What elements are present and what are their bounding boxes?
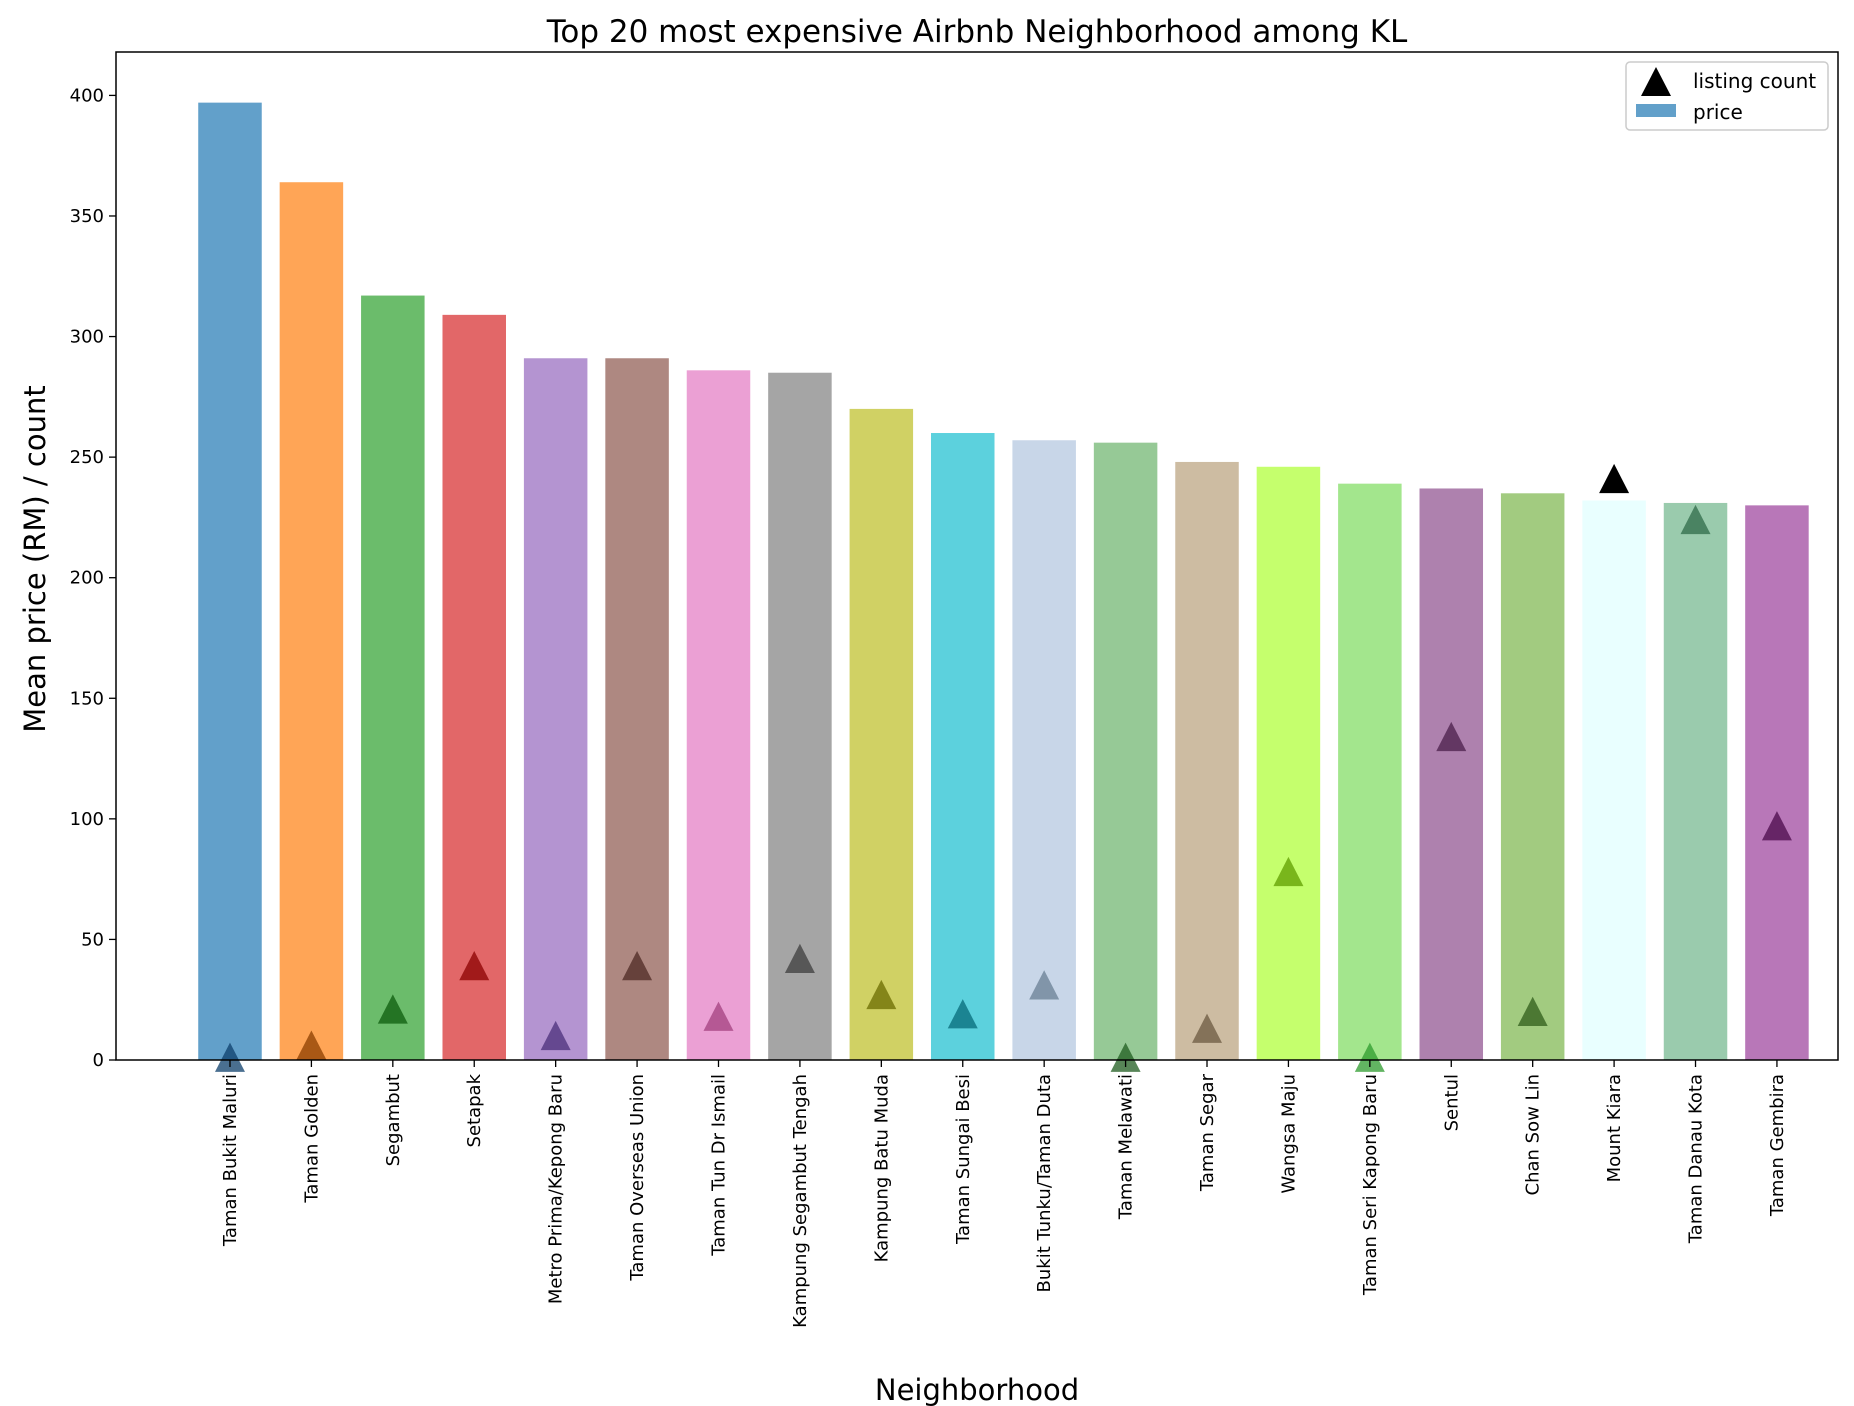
y-tick-label-100: 100 <box>70 809 104 830</box>
bar-taman-tun-dr-ismail <box>686 370 751 1060</box>
count-marker-taman-tun-dr-ismail <box>703 1001 734 1031</box>
x-tick-label-segambut: Segambut <box>383 1074 404 1166</box>
x-tick-label-chan-sow-lin: Chan Sow Lin <box>1523 1074 1544 1195</box>
count-marker-taman-segar <box>1192 1013 1223 1043</box>
x-tick-label-taman-gembira: Taman Gembira <box>1767 1074 1788 1217</box>
y-tick-label-50: 50 <box>81 929 104 950</box>
bar-kampung-batu-muda <box>849 408 914 1060</box>
x-tick-label-taman-melawati: Taman Melawati <box>1116 1074 1137 1220</box>
legend-price-label: price <box>1693 100 1743 124</box>
count-marker-kampung-segambut-tengah <box>784 943 815 973</box>
legend-price-swatch <box>1636 104 1676 117</box>
count-marker-taman-sungai-besi <box>947 999 978 1029</box>
legend-box <box>1625 61 1829 131</box>
x-tick-label-metro-prima-kepong-baru: Metro Prima/Kepong Baru <box>546 1074 567 1304</box>
count-marker-chan-sow-lin <box>1517 996 1548 1027</box>
bar-taman-danau-kota <box>1663 502 1728 1060</box>
x-tick-label-kampung-segambut-tengah: Kampung Segambut Tengah <box>790 1074 811 1328</box>
count-marker-taman-danau-kota <box>1680 504 1711 535</box>
x-tick-label-kampung-batu-muda: Kampung Batu Muda <box>871 1074 892 1262</box>
x-tick-label-taman-danau-kota: Taman Danau Kota <box>1686 1074 1707 1244</box>
x-tick-label-taman-sungai-besi: Taman Sungai Besi <box>953 1074 974 1245</box>
count-marker-bukit-tunku-taman-duta <box>1029 970 1060 1000</box>
y-axis-label: Mean price (RM) / count <box>18 385 52 732</box>
x-tick-label-taman-overseas-union: Taman Overseas Union <box>627 1074 648 1282</box>
bar-taman-gembira <box>1745 505 1809 1060</box>
x-tick-label-sentul: Sentul <box>1441 1074 1462 1131</box>
legend: listing count price <box>1625 61 1829 131</box>
x-axis-label: Neighborhood <box>875 1373 1079 1406</box>
y-tick-label-0: 0 <box>93 1050 104 1071</box>
bar-mount-kiara <box>1582 500 1646 1060</box>
x-tick-label-taman-segar: Taman Segar <box>1197 1073 1218 1192</box>
legend-listing-count-label: listing count <box>1693 69 1816 93</box>
y-tick-label-400: 400 <box>70 85 104 106</box>
count-marker-mount-kiara <box>1599 463 1630 494</box>
count-marker-kampung-batu-muda <box>866 979 897 1010</box>
bar-taman-sungai-besi <box>930 433 995 1060</box>
count-marker-sentul <box>1436 721 1467 752</box>
bar-wangsa-maju <box>1256 466 1321 1060</box>
x-tick-label-taman-bukit-maluri: Taman Bukit Maluri <box>220 1074 241 1247</box>
y-tick-label-250: 250 <box>70 447 104 468</box>
count-marker-setapak <box>459 950 490 981</box>
count-marker-wangsa-maju <box>1273 856 1304 887</box>
bar-segambut <box>361 295 425 1060</box>
x-tick-label-taman-seri-kapong-baru: Taman Seri Kapong Baru <box>1360 1074 1381 1296</box>
bar-taman-overseas-union <box>605 358 669 1060</box>
x-tick-label-mount-kiara: Mount Kiara <box>1604 1074 1625 1182</box>
y-axis-ticks: 0 50 100 150 200 250 300 350 400 <box>70 85 116 1071</box>
bar-setapak <box>442 314 506 1060</box>
bar-taman-melawati <box>1093 442 1158 1060</box>
bar-taman-segar <box>1175 461 1239 1060</box>
count-marker-taman-seri-kapong-baru <box>1354 1042 1385 1072</box>
x-tick-label-bukit-tunku-taman-duta: Bukit Tunku/Taman Duta <box>1034 1074 1055 1292</box>
x-tick-label-setapak: Setapak <box>464 1073 485 1147</box>
bar-taman-bukit-maluri <box>198 102 262 1060</box>
bar-taman-seri-kapong-baru <box>1338 483 1402 1060</box>
count-marker-taman-bukit-maluri <box>214 1042 245 1072</box>
count-marker-taman-gembira <box>1761 811 1792 841</box>
count-marker-taman-overseas-union <box>622 950 653 981</box>
bar-metro-prima-kepong-baru <box>523 358 588 1060</box>
bar-sentul <box>1419 488 1484 1060</box>
y-tick-label-300: 300 <box>70 327 104 348</box>
x-tick-label-taman-tun-dr-ismail: Taman Tun Dr Ismail <box>708 1074 729 1257</box>
bar-chan-sow-lin <box>1500 493 1565 1061</box>
y-tick-label-350: 350 <box>70 206 104 227</box>
x-tick-label-taman-golden: Taman Golden <box>301 1074 322 1204</box>
chart-title: Top 20 most expensive Airbnb Neighborhoo… <box>546 14 1408 50</box>
count-marker-taman-golden <box>296 1030 327 1060</box>
count-marker-taman-melawati <box>1110 1042 1141 1072</box>
bar-bukit-tunku-taman-duta <box>1012 440 1076 1061</box>
bar-taman-golden <box>279 182 344 1060</box>
y-tick-label-150: 150 <box>70 688 104 709</box>
y-tick-label-200: 200 <box>70 568 104 589</box>
count-marker-segambut <box>377 994 408 1024</box>
markers-layer <box>214 463 1792 1072</box>
count-marker-metro-prima-kepong-baru <box>540 1020 571 1051</box>
x-axis-ticks: Taman Bukit Maluri Taman Golden Segambut Se… <box>220 1060 1788 1328</box>
legend-listing-count-marker <box>1641 67 1671 96</box>
x-tick-label-wangsa-maju: Wangsa Maju <box>1278 1074 1299 1194</box>
plot-frame <box>115 51 1839 1061</box>
